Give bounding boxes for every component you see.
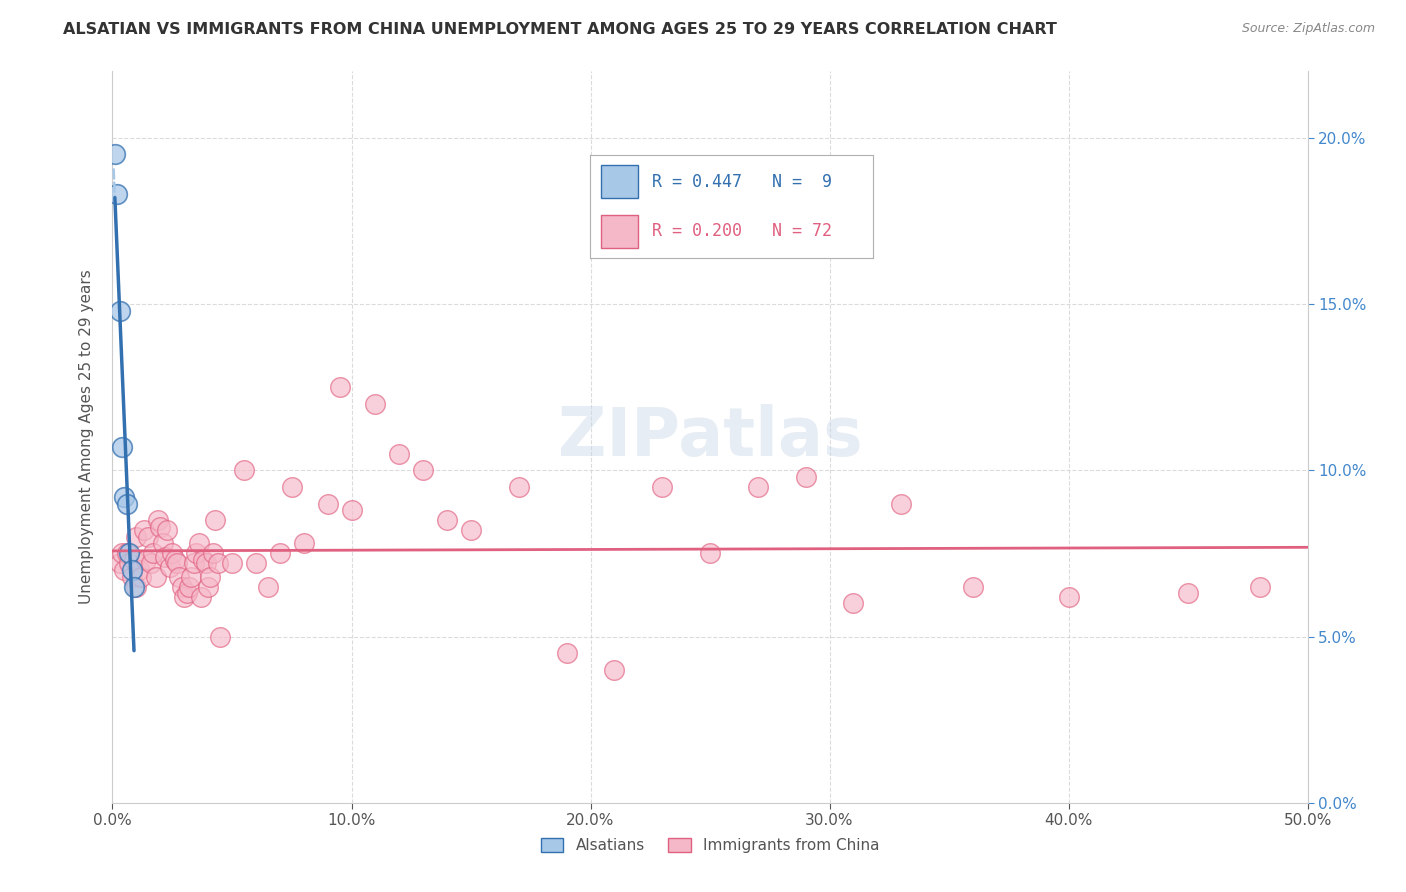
Y-axis label: Unemployment Among Ages 25 to 29 years: Unemployment Among Ages 25 to 29 years: [79, 269, 94, 605]
Point: [388, 447, 411, 461]
Point: [603, 663, 626, 677]
Point: [173, 590, 195, 604]
Point: [197, 580, 219, 594]
Legend: Alsatians, Immigrants from China: Alsatians, Immigrants from China: [533, 830, 887, 861]
Point: [108, 557, 131, 571]
Point: [128, 563, 150, 577]
Point: [139, 557, 162, 571]
Point: [555, 646, 578, 660]
Point: [651, 480, 673, 494]
Point: [146, 513, 169, 527]
Point: [193, 553, 215, 567]
Point: [121, 570, 143, 584]
Point: [269, 546, 291, 560]
Point: [152, 536, 174, 550]
Point: [121, 563, 143, 577]
Point: [257, 580, 280, 594]
Point: [1057, 590, 1080, 604]
FancyBboxPatch shape: [602, 165, 638, 198]
Point: [111, 546, 134, 560]
Point: [842, 596, 865, 610]
Point: [159, 559, 181, 574]
Point: [176, 586, 198, 600]
Point: [145, 570, 167, 584]
Point: [460, 523, 482, 537]
Point: [207, 557, 229, 571]
Text: R = 0.200   N = 72: R = 0.200 N = 72: [652, 222, 832, 240]
Point: [153, 549, 176, 564]
Point: [169, 570, 191, 584]
Point: [190, 590, 212, 604]
Point: [890, 497, 912, 511]
Point: [170, 580, 193, 594]
Point: [962, 580, 984, 594]
Point: [186, 546, 208, 560]
Point: [340, 503, 363, 517]
Point: [364, 397, 387, 411]
Point: [508, 480, 530, 494]
Point: [747, 480, 769, 494]
Text: Source: ZipAtlas.com: Source: ZipAtlas.com: [1241, 22, 1375, 36]
Point: [149, 520, 172, 534]
Point: [122, 580, 145, 594]
Point: [138, 530, 160, 544]
Point: [118, 546, 141, 560]
Point: [187, 536, 209, 550]
Point: [200, 570, 222, 584]
Point: [245, 557, 267, 571]
Point: [316, 497, 339, 511]
Point: [412, 463, 434, 477]
Point: [166, 557, 188, 571]
Point: [156, 523, 179, 537]
Point: [329, 380, 352, 394]
Point: [201, 546, 224, 560]
Point: [114, 490, 135, 504]
Text: ALSATIAN VS IMMIGRANTS FROM CHINA UNEMPLOYMENT AMONG AGES 25 TO 29 YEARS CORRELA: ALSATIAN VS IMMIGRANTS FROM CHINA UNEMPL…: [63, 22, 1057, 37]
Point: [129, 570, 152, 584]
Point: [115, 546, 138, 560]
Point: [111, 440, 134, 454]
Point: [1177, 586, 1199, 600]
Point: [292, 536, 315, 550]
Point: [281, 480, 304, 494]
Point: [1249, 580, 1271, 594]
Point: [699, 546, 721, 560]
Point: [118, 557, 141, 571]
Point: [104, 147, 127, 161]
Point: [209, 630, 232, 644]
Point: [183, 557, 205, 571]
Point: [108, 303, 131, 318]
Point: [233, 463, 256, 477]
Point: [177, 580, 200, 594]
Point: [436, 513, 458, 527]
Point: [114, 563, 135, 577]
Text: ZIPatlas: ZIPatlas: [558, 404, 862, 470]
Point: [194, 557, 217, 571]
Point: [125, 580, 148, 594]
Point: [125, 530, 148, 544]
Point: [135, 553, 157, 567]
Point: [163, 553, 186, 567]
Point: [180, 570, 202, 584]
Point: [105, 187, 128, 202]
Point: [204, 513, 226, 527]
Text: R = 0.447   N =  9: R = 0.447 N = 9: [652, 173, 832, 191]
FancyBboxPatch shape: [602, 215, 638, 248]
Point: [115, 497, 138, 511]
Point: [142, 546, 165, 560]
Point: [122, 553, 145, 567]
Point: [132, 523, 155, 537]
Point: [162, 546, 183, 560]
Point: [221, 557, 243, 571]
Point: [794, 470, 817, 484]
